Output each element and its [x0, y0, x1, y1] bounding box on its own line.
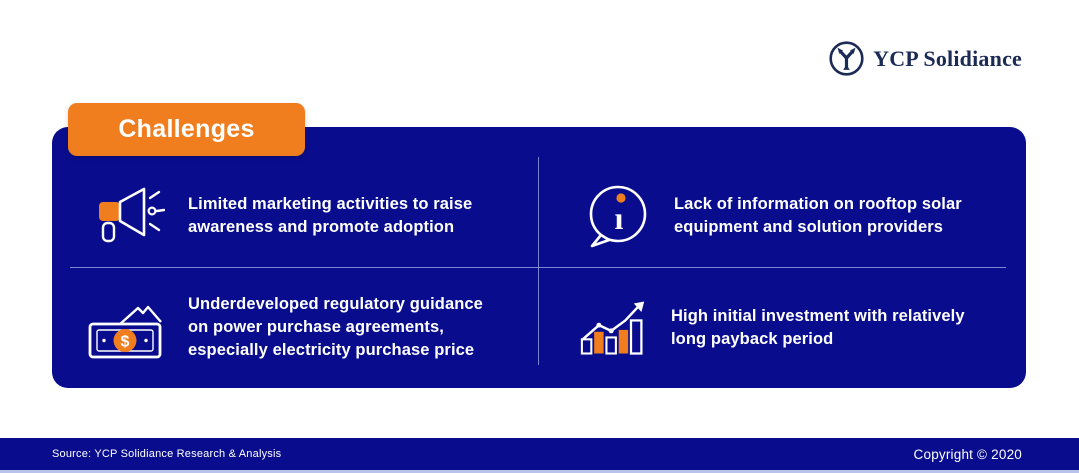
money-banknote-icon: $ — [85, 296, 165, 360]
growth-bar-chart-icon — [580, 298, 648, 358]
challenge-text: Underdeveloped regulatory guidance on po… — [188, 295, 483, 359]
challenge-text: High initial investment with relatively … — [671, 306, 965, 348]
challenges-panel: Limited marketing activities to raise aw… — [52, 127, 1026, 388]
horizontal-divider — [70, 267, 1006, 268]
svg-text:ı: ı — [615, 200, 624, 236]
megaphone-icon — [85, 185, 165, 247]
source-note: Source: YCP Solidiance Research & Analys… — [52, 448, 282, 460]
challenge-item-information: ı Lack of information on rooftop solar e… — [583, 165, 1023, 267]
challenge-text: Limited marketing activities to raise aw… — [188, 195, 473, 236]
vertical-divider — [538, 157, 539, 365]
page-title: Challenges — [118, 115, 255, 143]
copyright-note: Copyright © 2020 — [913, 446, 1022, 462]
challenge-item-marketing: Limited marketing activities to raise aw… — [85, 165, 537, 267]
svg-text:$: $ — [121, 333, 130, 350]
challenge-text: Lack of information on rooftop solar equ… — [674, 195, 962, 236]
footer-accent-strip — [0, 470, 1079, 473]
info-speech-bubble-icon: ı — [583, 183, 651, 249]
challenge-item-regulatory: $ Underdeveloped regulatory guidance on … — [85, 277, 537, 378]
logo-text: YCP Solidiance — [873, 45, 1022, 71]
footer-bar: Source: YCP Solidiance Research & Analys… — [0, 438, 1079, 470]
company-logo: YCP Solidiance — [828, 40, 1022, 77]
title-tab: Challenges — [68, 103, 305, 156]
ycp-logo-icon — [829, 41, 864, 76]
challenge-item-investment: High initial investment with relatively … — [580, 277, 1020, 378]
